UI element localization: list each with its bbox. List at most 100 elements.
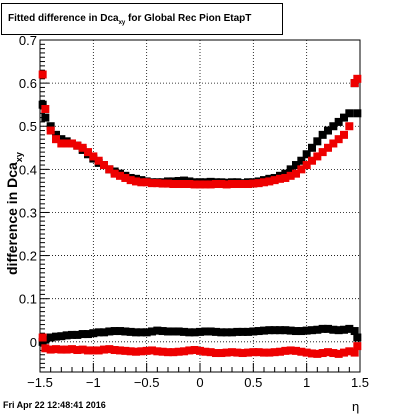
data-point	[254, 327, 263, 336]
data-point	[345, 324, 354, 333]
data-point	[244, 327, 252, 336]
data-point	[318, 148, 327, 157]
data-point	[345, 347, 354, 356]
data-point	[110, 169, 119, 178]
data-point	[100, 345, 108, 354]
tick-labels: −1.5 −1 −0.5 0 0.5 1 1.5 0 0.1 0.2 0.3 0.4 0.5 0.6 0.7	[19, 33, 369, 390]
data-point	[308, 143, 316, 152]
data-point	[121, 173, 130, 182]
data-point	[206, 327, 215, 336]
title-box: Fitted difference in Dcaxy for Global Re…	[1, 3, 283, 35]
data-point	[302, 150, 311, 159]
data-point	[238, 180, 247, 189]
data-point	[353, 333, 362, 342]
data-point	[297, 347, 306, 356]
data-point	[286, 165, 295, 174]
x-tick-label: −0.5	[134, 375, 160, 390]
data-point	[228, 348, 236, 357]
data-point	[38, 70, 47, 79]
data-point	[196, 327, 204, 336]
data-point	[110, 346, 119, 355]
timestamp: Fri Apr 22 12:48:41 2016	[3, 400, 106, 410]
data-point	[57, 135, 66, 144]
data-point	[340, 348, 348, 357]
data-point	[84, 330, 92, 339]
data-point	[164, 327, 172, 336]
data-point	[196, 346, 204, 355]
data-point	[84, 148, 92, 157]
data-point	[185, 180, 194, 189]
data-point	[238, 349, 247, 358]
y-tick-label: 0.1	[19, 292, 37, 307]
data-point	[212, 327, 220, 336]
data-point	[260, 326, 268, 335]
x-tick-label: −1	[86, 375, 101, 390]
x-axis-label: η	[352, 399, 359, 414]
data-point	[254, 179, 263, 188]
data-point	[340, 113, 348, 122]
data-point	[265, 348, 274, 357]
data-point	[190, 346, 199, 355]
data-point	[353, 74, 362, 83]
data-point	[94, 346, 103, 355]
data-point	[297, 327, 306, 336]
y-tick-label: 0.4	[19, 162, 37, 177]
data-point	[94, 156, 103, 165]
data-point	[190, 180, 199, 189]
data-point	[169, 180, 178, 189]
data-point	[73, 141, 82, 150]
data-point	[52, 135, 60, 144]
data-point	[126, 347, 135, 356]
data-point	[137, 347, 146, 356]
x-tick-label: −1.5	[27, 375, 53, 390]
data-point	[313, 137, 322, 146]
data-point	[270, 326, 279, 335]
data-point	[41, 113, 50, 122]
grid-lines	[40, 40, 360, 372]
data-point	[324, 143, 332, 152]
chart-title: Fitted difference in Dcaxy for Global Re…	[8, 13, 251, 26]
data-point	[353, 109, 362, 118]
data-point	[196, 180, 204, 189]
data-point	[340, 130, 348, 139]
data-point	[46, 126, 55, 135]
data-point	[286, 346, 295, 355]
data-point	[105, 327, 114, 336]
data-point	[62, 345, 71, 354]
data-point	[148, 346, 156, 355]
data-point	[265, 177, 274, 186]
data-point	[142, 178, 151, 187]
data-point	[148, 179, 156, 188]
data-point	[38, 100, 47, 109]
data-point	[249, 348, 258, 357]
data-point	[206, 348, 215, 357]
data-point	[132, 177, 140, 186]
data-point	[206, 180, 215, 189]
data-point	[180, 327, 188, 336]
data-point	[228, 180, 236, 189]
data-point	[201, 180, 210, 189]
data-point	[89, 329, 98, 338]
data-point	[222, 328, 231, 337]
x-tick-label: 0	[196, 375, 203, 390]
data-point	[233, 348, 242, 357]
data-point	[121, 346, 130, 355]
data-point	[334, 349, 343, 358]
data-point	[78, 345, 87, 354]
data-point	[217, 328, 226, 337]
data-point	[302, 348, 311, 357]
data-point	[132, 328, 140, 337]
axis-ticks	[39, 39, 361, 373]
data-point	[217, 349, 226, 358]
x-tick-label: 1.5	[351, 375, 369, 390]
data-point	[100, 161, 108, 170]
data-point	[350, 348, 359, 357]
data-point	[334, 326, 343, 335]
data-point	[228, 328, 236, 337]
data-point	[142, 328, 151, 337]
data-point	[260, 178, 268, 187]
data-point	[292, 161, 300, 170]
data-point	[244, 180, 252, 189]
data-point	[276, 174, 284, 183]
data-point	[84, 346, 92, 355]
